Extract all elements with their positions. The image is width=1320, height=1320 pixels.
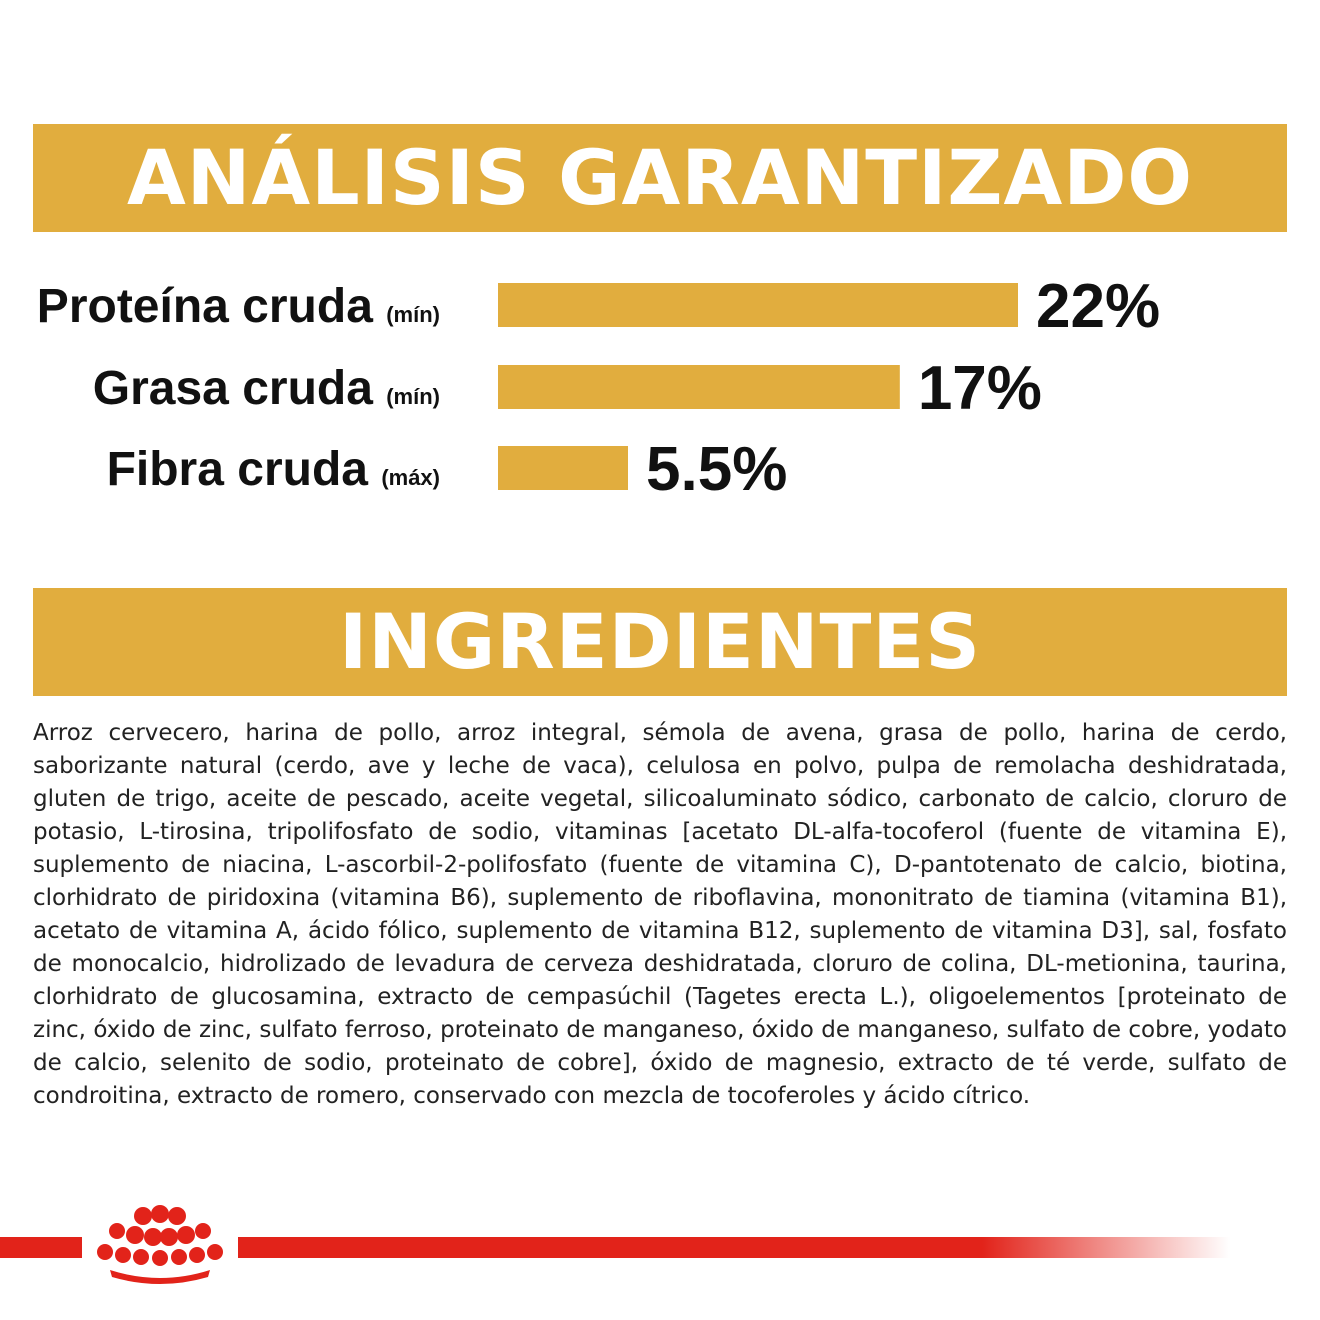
royal-canin-crown-icon (97, 1205, 223, 1284)
bar-1 (498, 365, 900, 409)
category-qualifier-0: (mín) (386, 302, 440, 327)
footer-red-line-right (238, 1237, 1230, 1258)
value-label-1: 17% (918, 354, 1042, 423)
bar-0 (498, 283, 1018, 327)
category-qualifier-2: (máx) (381, 465, 440, 490)
ingredients-text: Arroz cervecero, harina de pollo, arroz … (33, 720, 1287, 1109)
ingredients-banner: INGREDIENTES (33, 588, 1287, 696)
footer-red-line-left (0, 1237, 82, 1258)
category-label-2: Fibra cruda (máx) (107, 443, 440, 496)
value-label-0: 22% (1036, 272, 1160, 341)
ingredients-title: INGREDIENTES (338, 597, 982, 686)
category-label-1: Grasa cruda (mín) (93, 362, 440, 415)
analysis-banner: ANÁLISIS GARANTIZADO (33, 124, 1287, 232)
value-label-2: 5.5% (646, 435, 787, 504)
category-qualifier-1: (mín) (386, 384, 440, 409)
category-label-0: Proteína cruda (mín) (37, 280, 440, 333)
guaranteed-analysis-chart: Proteína cruda (mín) 22% Grasa cruda (mín)… (37, 272, 1160, 504)
bar-2 (498, 446, 628, 490)
analysis-title: ANÁLISIS GARANTIZADO (126, 133, 1194, 222)
